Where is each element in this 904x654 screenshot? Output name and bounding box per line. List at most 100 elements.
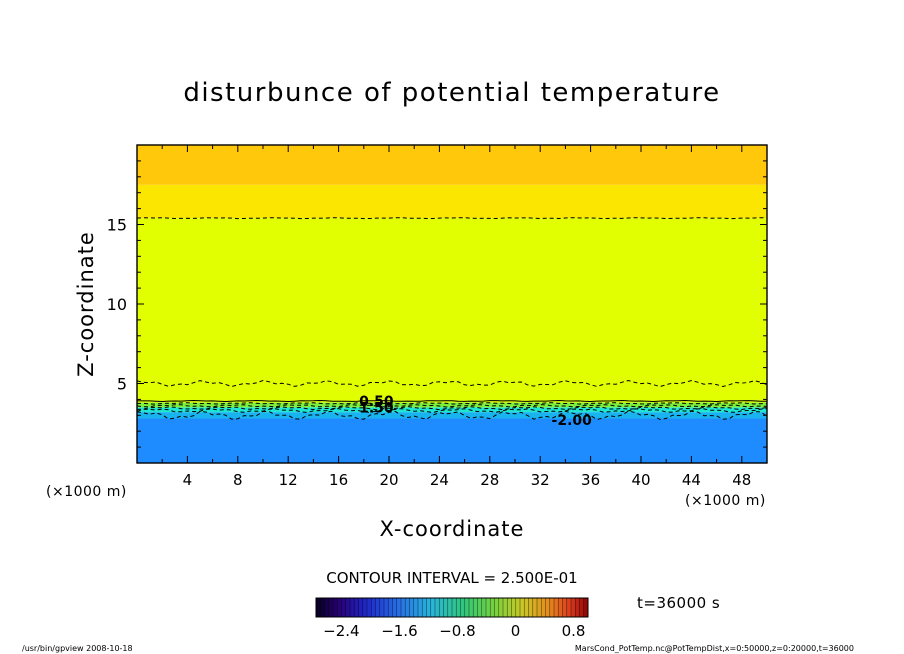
x-units-right: (×1000 m) xyxy=(685,493,766,509)
color-layer-4 xyxy=(137,218,767,403)
colorbar-tick-label-2: −0.8 xyxy=(439,622,475,640)
colorbar-cell xyxy=(401,598,406,617)
colorbar-cell xyxy=(562,598,568,617)
colorbar-cell xyxy=(460,598,466,617)
colorbar-cell xyxy=(320,598,325,617)
colorbar-cell xyxy=(549,598,555,617)
colorbar-cell xyxy=(464,598,470,617)
colorbar-cell xyxy=(532,598,538,617)
contour-line-4 xyxy=(136,404,768,408)
footer-left: /usr/bin/gpview 2008-10-18 xyxy=(22,644,133,653)
x-tick-label-7: 32 xyxy=(531,471,550,489)
colorbar-cell xyxy=(384,598,389,617)
colorbar-cell xyxy=(554,598,559,617)
contour-labels: 0.501.50 -2.00 xyxy=(359,394,592,429)
colorbar-cell xyxy=(566,598,572,617)
y-tick-label-2: 15 xyxy=(107,216,127,235)
colorbar-cell xyxy=(375,598,381,617)
colorbar-cell xyxy=(362,598,368,617)
colorbar-cell xyxy=(477,598,483,617)
colorbar-cell xyxy=(435,598,440,617)
colorbar-cell xyxy=(337,598,342,617)
colorbar-cell xyxy=(430,598,436,617)
colorbar-cell xyxy=(426,598,432,617)
colorbar-cell xyxy=(367,598,372,617)
colorbar-cell xyxy=(583,598,589,617)
y-tick-label-1: 10 xyxy=(107,295,127,314)
color-layer-2 xyxy=(137,407,767,413)
colorbar-cell xyxy=(324,598,330,617)
colorbar-cell xyxy=(345,598,351,617)
contour-lines xyxy=(136,217,768,421)
contour-line-2 xyxy=(136,399,768,403)
colorbar-cell xyxy=(490,598,495,617)
colorbar-cell xyxy=(575,598,580,617)
x-tick-label-2: 12 xyxy=(279,471,298,489)
contour-line-5 xyxy=(136,406,768,411)
color-layer-3 xyxy=(137,402,767,408)
colorbar-cell xyxy=(545,598,551,617)
colorbar-tick-label-4: 0.8 xyxy=(562,622,586,640)
colorbar-cell xyxy=(498,598,504,617)
x-tick-label-6: 28 xyxy=(480,471,499,489)
colorbar-cell xyxy=(503,598,508,617)
colorbar-cell xyxy=(511,598,517,617)
colorbar-cell xyxy=(571,598,576,617)
x-tick-label-0: 4 xyxy=(183,471,193,489)
x-tick-label-8: 36 xyxy=(581,471,600,489)
colorbar-cell xyxy=(341,598,347,617)
colorbar-cell xyxy=(439,598,444,617)
time-label: t=36000 s xyxy=(637,594,720,612)
x-tick-label-1: 8 xyxy=(233,471,243,489)
color-layer-6 xyxy=(137,145,767,185)
colorbar-cell xyxy=(379,598,385,617)
contour-label-2: -2.00 xyxy=(552,413,593,429)
y-axis-ticks: 5 10 15 xyxy=(107,160,767,448)
plot-area xyxy=(137,145,767,463)
x-tick-label-10: 44 xyxy=(682,471,701,489)
colorbar xyxy=(315,598,589,617)
colorbar-cell xyxy=(388,598,393,617)
colorbar-cell xyxy=(413,598,419,617)
colorbar-ticks: −2.4 −1.6 −0.8 0 0.8 xyxy=(323,622,585,640)
x-axis-ticks: 4 8 12 16 20 24 28 32 36 40 44 48 xyxy=(161,145,751,489)
chart-title: disturbunce of potential temperature xyxy=(183,78,720,108)
colorbar-cell xyxy=(486,598,491,617)
color-layer-1 xyxy=(137,412,767,419)
x-tick-label-4: 20 xyxy=(379,471,398,489)
colorbar-cell xyxy=(481,598,487,617)
colorbar-cell xyxy=(469,598,474,617)
colorbar-cell xyxy=(524,598,529,617)
x-tick-label-3: 16 xyxy=(329,471,348,489)
colorbar-cell xyxy=(579,598,585,617)
colorbar-frame xyxy=(315,597,589,618)
colorbar-tick-label-0: −2.4 xyxy=(323,622,359,640)
colorbar-cell xyxy=(354,598,359,617)
colorbar-cell xyxy=(350,598,355,617)
colorbar-cell xyxy=(507,598,512,617)
colorbar-cell xyxy=(328,598,334,617)
contour-interval-text: CONTOUR INTERVAL = 2.500E-01 xyxy=(326,569,577,587)
colorbar-cell xyxy=(515,598,521,617)
x-tick-label-5: 24 xyxy=(430,471,449,489)
colorbar-cell xyxy=(316,598,321,617)
contour-line-0 xyxy=(136,217,768,220)
colorbar-cell xyxy=(558,598,563,617)
color-layer-0 xyxy=(137,418,767,463)
footer-right: MarsCond_PotTemp.nc@PotTempDist,x=0:5000… xyxy=(575,644,854,653)
colorbar-tick-label-3: 0 xyxy=(511,622,521,640)
y-axis-label: Z-coordinate xyxy=(74,231,98,377)
x-axis-label: X-coordinate xyxy=(380,517,525,541)
colorbar-cell xyxy=(528,598,534,617)
colorbar-cell xyxy=(443,598,449,617)
contour-line-3 xyxy=(136,402,768,405)
x-tick-label-9: 40 xyxy=(631,471,650,489)
contour-label-0: 0.50 xyxy=(359,394,394,410)
colorbar-cell xyxy=(371,598,376,617)
colorbar-cell xyxy=(358,598,364,617)
colorbar-tick-label-1: −1.6 xyxy=(381,622,417,640)
colorbar-cell xyxy=(392,598,398,617)
colorbar-cell xyxy=(456,598,461,617)
colorbar-cell xyxy=(447,598,453,617)
